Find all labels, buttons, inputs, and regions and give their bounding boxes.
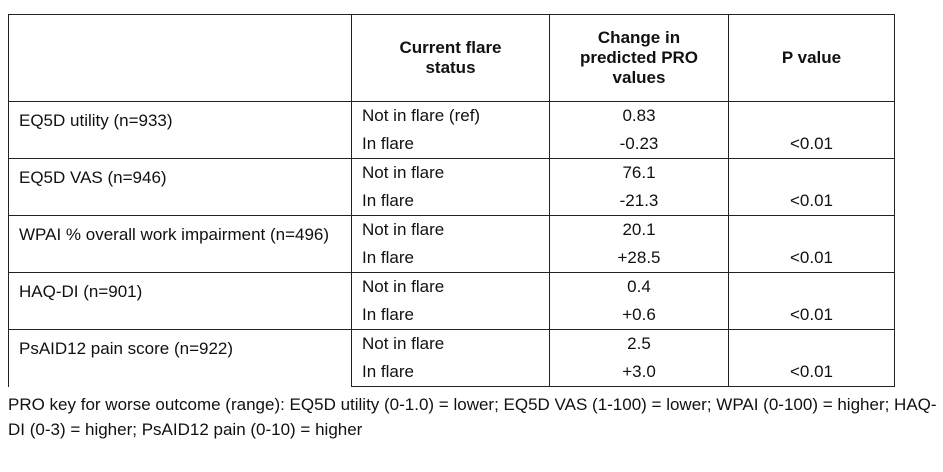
header-cell: Change in predicted PRO values — [549, 14, 729, 102]
row-label: EQ5D utility (n=933) — [8, 101, 352, 159]
table-row: In flare -0.23 <0.01 — [9, 130, 895, 159]
p-value — [728, 272, 895, 301]
table-row: In flare +0.6 <0.01 — [9, 301, 895, 330]
change-value: +28.5 — [549, 244, 729, 273]
change-value: -21.3 — [549, 187, 729, 216]
table-row: HAQ-DI (n=901) Not in flare 0.4 — [8, 272, 895, 330]
table-body: EQ5D utility (n=933) Not in flare (ref) 0.… — [8, 101, 895, 387]
p-value — [728, 329, 895, 358]
row-label: PsAID12 pain score (n=922) — [8, 329, 352, 387]
table-row: PsAID12 pain score (n=922) Not in flare 2.… — [8, 329, 895, 387]
content: Current flare status Change in predicted… — [8, 14, 938, 442]
table-row: WPAI % overall work impairment (n=496) No… — [8, 215, 895, 273]
flare-status: In flare — [351, 244, 550, 273]
p-value — [728, 215, 895, 244]
flare-status: Not in flare — [351, 329, 550, 358]
change-value: -0.23 — [549, 130, 729, 159]
change-value: +0.6 — [549, 301, 729, 330]
change-value: +3.0 — [549, 358, 729, 387]
header-text: P value — [781, 48, 842, 67]
row-label: EQ5D VAS (n=946) — [8, 158, 352, 216]
table-row: EQ5D utility (n=933) Not in flare (ref) 0.… — [8, 101, 895, 159]
table-row: In flare +3.0 <0.01 — [9, 358, 895, 387]
table: Current flare status Change in predicted… — [8, 14, 895, 387]
flare-status: In flare — [351, 301, 550, 330]
change-value: 0.4 — [549, 272, 729, 301]
flare-status: In flare — [351, 358, 550, 387]
header-row: Current flare status Change in predicted… — [8, 14, 895, 102]
flare-status: Not in flare — [351, 215, 550, 244]
footnote: PRO key for worse outcome (range): EQ5D … — [8, 395, 937, 439]
header-text: Change in predicted PRO values — [579, 28, 699, 87]
change-value: 76.1 — [549, 158, 729, 187]
flare-status: In flare — [351, 187, 550, 216]
table-row: EQ5D VAS (n=946) Not in flare 76.1 — [8, 158, 895, 216]
p-value: <0.01 — [728, 358, 895, 387]
flare-status: Not in flare — [351, 158, 550, 187]
header-cell: P value — [728, 14, 895, 102]
header-cell: Current flare status — [351, 14, 550, 102]
p-value: <0.01 — [728, 301, 895, 330]
change-value: 2.5 — [549, 329, 729, 358]
p-value — [728, 101, 895, 130]
table-row: In flare +28.5 <0.01 — [9, 244, 895, 273]
flare-status: In flare — [351, 130, 550, 159]
p-value: <0.01 — [728, 244, 895, 273]
p-value: <0.01 — [728, 130, 895, 159]
row-label: HAQ-DI (n=901) — [8, 272, 352, 330]
flare-status: Not in flare — [351, 272, 550, 301]
change-value: 20.1 — [549, 215, 729, 244]
header-text: Current flare status — [399, 38, 502, 77]
p-value: <0.01 — [728, 187, 895, 216]
change-value: 0.83 — [549, 101, 729, 130]
flare-status: Not in flare (ref) — [351, 101, 550, 130]
p-value — [728, 158, 895, 187]
row-label: WPAI % overall work impairment (n=496) — [8, 215, 352, 273]
header-cell — [8, 14, 352, 102]
